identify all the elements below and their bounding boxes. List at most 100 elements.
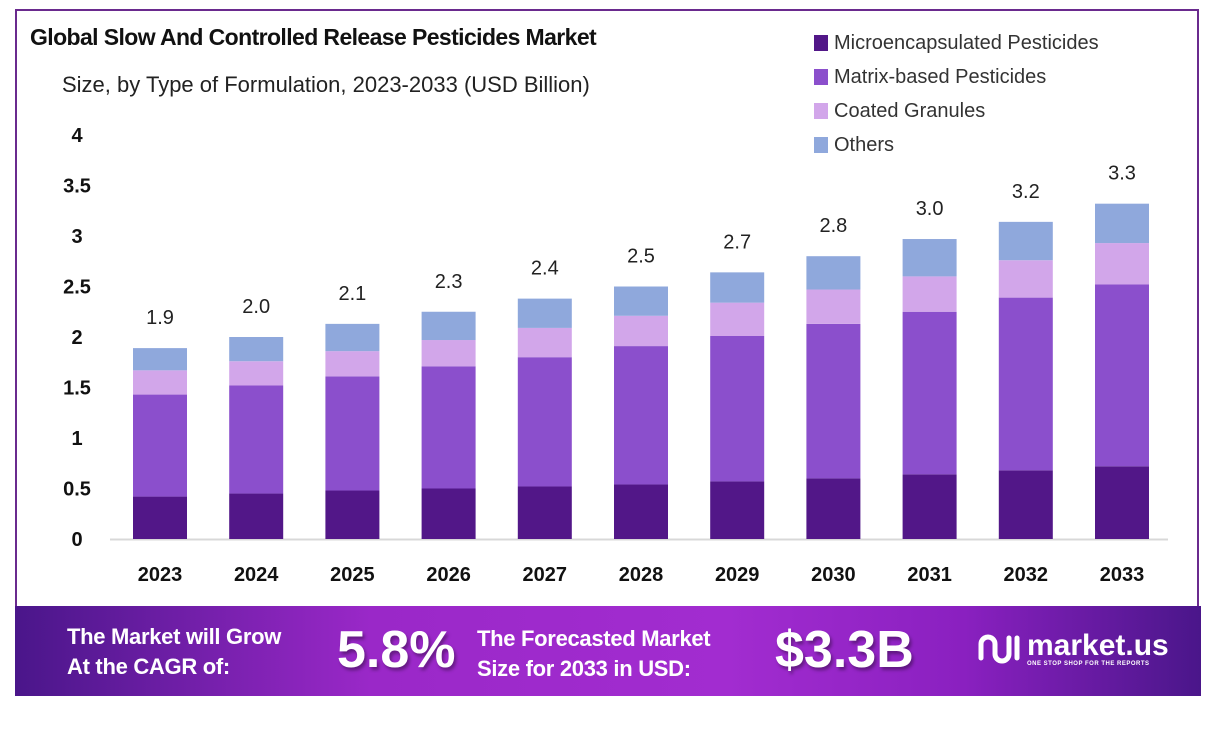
brand-name: market.us	[1027, 629, 1169, 662]
y-tick-label: 0	[71, 529, 82, 551]
bar-segment	[1095, 203, 1149, 244]
bar-segment	[133, 370, 187, 395]
chart-subtitle: Size, by Type of Formulation, 2023-2033 …	[62, 72, 590, 97]
bar-segment	[998, 297, 1053, 471]
bar-total-label: 2.8	[819, 215, 847, 237]
bar-segment	[710, 272, 765, 303]
bar-segment	[710, 481, 765, 539]
cagr-value: 5.8%	[337, 621, 456, 679]
bar-segment	[325, 490, 380, 539]
bar-segment	[806, 323, 861, 479]
bar-segment	[421, 366, 476, 489]
y-tick-label: 2	[71, 327, 82, 349]
bar-segment	[806, 478, 861, 539]
x-tick-label: 2033	[1100, 564, 1145, 586]
bar-segment	[710, 302, 765, 336]
bar-segment	[325, 323, 380, 352]
x-tick-label: 2031	[907, 564, 952, 586]
bar-segment	[902, 311, 957, 475]
bar-segment	[998, 221, 1053, 261]
bar-segment	[998, 260, 1053, 298]
bar-segment	[902, 474, 957, 539]
bar-segment	[1095, 466, 1149, 539]
bar-segment	[902, 276, 957, 312]
bar-segment	[325, 351, 380, 377]
bar-segment	[614, 286, 668, 316]
y-tick-label: 1.5	[63, 378, 91, 400]
bar-total-label: 2.4	[531, 258, 559, 280]
cagr-label-line2: At the CAGR of:	[67, 654, 230, 679]
x-tick-label: 2024	[234, 564, 279, 586]
forecast-value: $3.3B	[775, 621, 914, 679]
bar-segment	[806, 256, 861, 290]
y-tick-label: 3.5	[63, 176, 91, 198]
x-tick-label: 2025	[330, 564, 375, 586]
market-us-logo-icon	[978, 634, 1020, 664]
bar-segment	[517, 357, 572, 487]
bar-segment	[614, 346, 668, 485]
bar-segment	[614, 484, 668, 539]
legend-label: Microencapsulated Pesticides	[834, 31, 1099, 54]
legend-swatch	[814, 69, 828, 85]
legend-item-coated: Coated Granules	[814, 94, 1099, 128]
bar-segment	[229, 337, 284, 362]
chart-title: Global Slow And Controlled Release Pesti…	[30, 24, 597, 50]
y-tick-label: 4	[71, 125, 83, 147]
brand-tagline: ONE STOP SHOP FOR THE REPORTS	[1027, 661, 1150, 667]
legend-swatch	[814, 35, 828, 51]
legend-item-microencapsulated: Microencapsulated Pesticides	[814, 26, 1099, 60]
bar-segment	[614, 315, 668, 347]
bar-segment	[325, 376, 380, 491]
bar-total-label: 3.3	[1108, 163, 1136, 185]
x-tick-label: 2023	[138, 564, 183, 586]
bar-segment	[421, 340, 476, 367]
x-tick-label: 2026	[426, 564, 471, 586]
legend-swatch	[814, 137, 828, 153]
bar-segment	[998, 470, 1053, 539]
bar-total-label: 1.9	[146, 307, 174, 329]
bar-total-label: 2.7	[723, 231, 751, 253]
bar-segment	[710, 335, 765, 482]
y-tick-label: 0.5	[63, 479, 91, 501]
bar-segment	[421, 488, 476, 539]
legend-label: Matrix-based Pesticides	[834, 65, 1047, 88]
bar-segment	[902, 239, 957, 277]
x-tick-label: 2029	[715, 564, 760, 586]
legend-label: Others	[834, 133, 895, 156]
y-tick-label: 2.5	[63, 277, 91, 299]
x-tick-label: 2032	[1004, 564, 1049, 586]
bar-segment	[1095, 243, 1149, 285]
brand-logo: market.us ONE STOP SHOP FOR THE REPORTS	[975, 628, 1169, 668]
x-tick-label: 2030	[811, 564, 856, 586]
bar-segment	[421, 311, 476, 341]
bar-segment	[1095, 284, 1149, 467]
bar-segment	[517, 298, 572, 328]
bar-segment	[133, 348, 187, 371]
forecast-label-line1: The Forecasted Market	[477, 626, 711, 651]
cagr-label: The Market will Grow At the CAGR of:	[67, 622, 281, 682]
bar-segment	[806, 289, 861, 324]
forecast-label: The Forecasted Market Size for 2033 in U…	[477, 624, 711, 684]
bar-total-label: 3.0	[916, 198, 944, 220]
bar-total-label: 3.2	[1012, 181, 1040, 203]
y-tick-label: 3	[71, 226, 82, 248]
bar-segment	[229, 361, 284, 386]
cagr-label-line1: The Market will Grow	[67, 624, 282, 649]
bar-segment	[133, 394, 187, 497]
legend: Microencapsulated Pesticides Matrix-base…	[814, 26, 1099, 162]
x-tick-label: 2028	[619, 564, 664, 586]
legend-item-others: Others	[814, 128, 1099, 162]
bar-segment	[517, 327, 572, 358]
legend-item-matrix: Matrix-based Pesticides	[814, 60, 1099, 94]
y-tick-label: 1	[71, 428, 82, 450]
legend-label: Coated Granules	[834, 99, 986, 122]
bar-segment	[517, 486, 572, 539]
forecast-label-line2: Size for 2033 in USD:	[477, 656, 691, 681]
bar-total-label: 2.5	[627, 246, 655, 268]
bar-segment	[229, 385, 284, 494]
bar-segment	[133, 496, 187, 539]
legend-swatch	[814, 103, 828, 119]
bar-total-label: 2.1	[338, 283, 366, 305]
footer-banner: The Market will Grow At the CAGR of: 5.8…	[15, 606, 1201, 696]
